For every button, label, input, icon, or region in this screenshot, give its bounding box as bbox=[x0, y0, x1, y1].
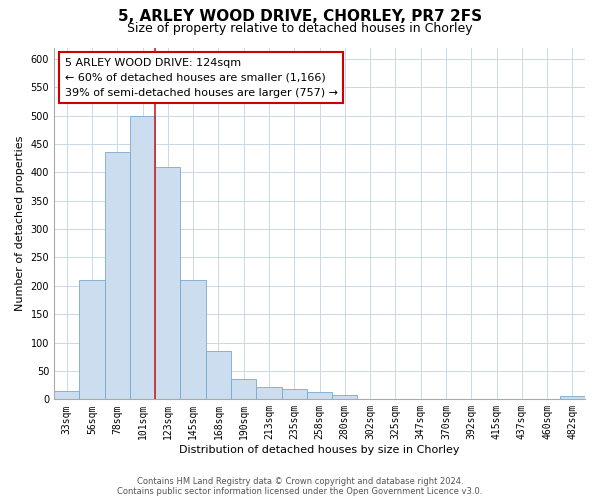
X-axis label: Distribution of detached houses by size in Chorley: Distribution of detached houses by size … bbox=[179, 445, 460, 455]
Text: Size of property relative to detached houses in Chorley: Size of property relative to detached ho… bbox=[127, 22, 473, 35]
Bar bbox=[181, 280, 206, 400]
Bar bbox=[155, 166, 181, 400]
Bar bbox=[54, 391, 79, 400]
Bar bbox=[231, 380, 256, 400]
Text: Contains HM Land Registry data © Crown copyright and database right 2024.
Contai: Contains HM Land Registry data © Crown c… bbox=[118, 476, 482, 496]
Bar bbox=[206, 351, 231, 400]
Bar bbox=[332, 395, 358, 400]
Y-axis label: Number of detached properties: Number of detached properties bbox=[15, 136, 25, 311]
Text: 5, ARLEY WOOD DRIVE, CHORLEY, PR7 2FS: 5, ARLEY WOOD DRIVE, CHORLEY, PR7 2FS bbox=[118, 9, 482, 24]
Bar bbox=[104, 152, 130, 400]
Bar bbox=[307, 392, 332, 400]
Bar bbox=[130, 116, 155, 400]
Text: 5 ARLEY WOOD DRIVE: 124sqm
← 60% of detached houses are smaller (1,166)
39% of s: 5 ARLEY WOOD DRIVE: 124sqm ← 60% of deta… bbox=[65, 58, 338, 98]
Bar bbox=[560, 396, 585, 400]
Bar bbox=[256, 387, 281, 400]
Bar bbox=[79, 280, 104, 400]
Bar bbox=[281, 389, 307, 400]
